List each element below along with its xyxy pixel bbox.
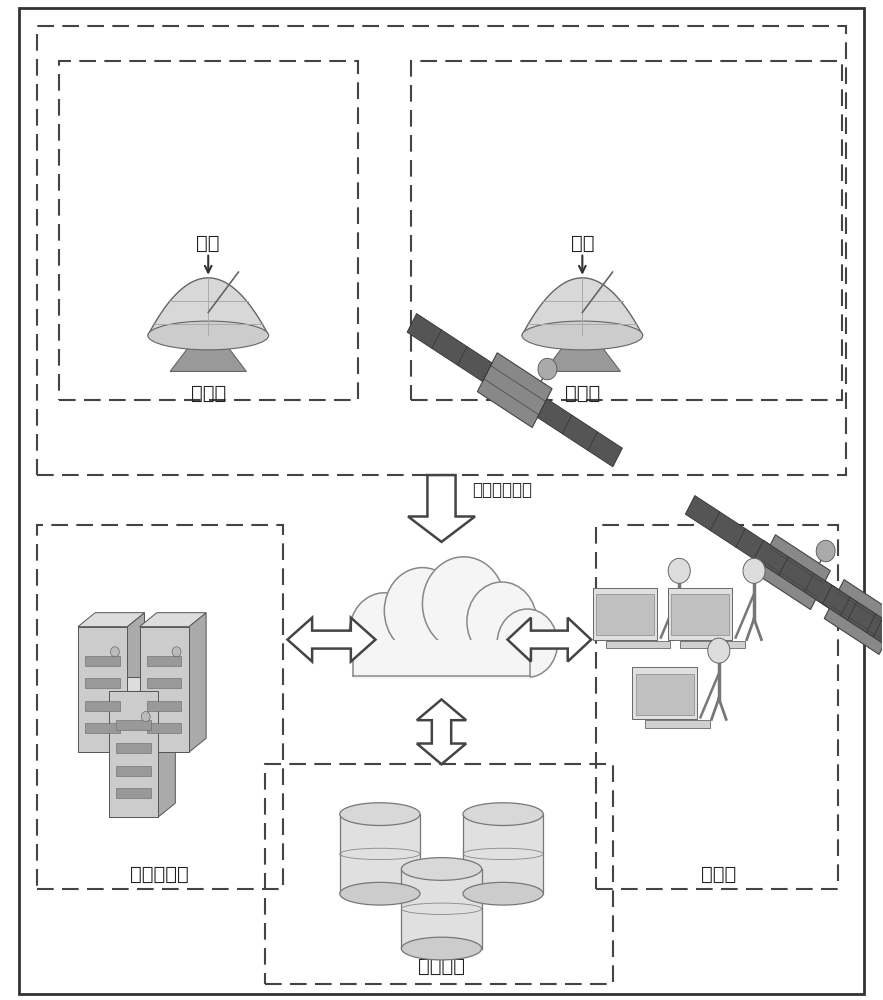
Ellipse shape <box>402 937 481 960</box>
Bar <box>538 399 623 467</box>
Bar <box>117 788 151 798</box>
Circle shape <box>668 558 691 583</box>
Bar <box>86 723 120 733</box>
Bar <box>117 743 151 753</box>
Bar <box>352 640 531 679</box>
Ellipse shape <box>340 882 420 905</box>
Text: 数据中心: 数据中心 <box>418 957 465 976</box>
Bar <box>756 535 830 610</box>
Bar <box>78 627 127 752</box>
Circle shape <box>422 557 505 650</box>
Bar <box>58 61 358 400</box>
Bar <box>407 314 492 382</box>
Bar <box>117 720 151 730</box>
Circle shape <box>110 647 119 657</box>
Text: 网络: 网络 <box>430 625 453 644</box>
Polygon shape <box>109 678 176 691</box>
Polygon shape <box>417 699 466 764</box>
Circle shape <box>172 647 181 657</box>
Bar <box>340 814 420 894</box>
Circle shape <box>497 609 557 677</box>
Polygon shape <box>158 678 176 817</box>
Ellipse shape <box>340 803 420 825</box>
Polygon shape <box>140 613 206 627</box>
Bar <box>681 641 745 648</box>
Bar <box>140 627 189 752</box>
Bar <box>147 723 182 733</box>
Circle shape <box>743 558 765 583</box>
Text: 辐射源: 辐射源 <box>565 384 600 403</box>
Bar <box>36 525 283 889</box>
Bar <box>478 353 552 428</box>
Polygon shape <box>408 475 475 542</box>
Bar <box>402 869 481 949</box>
Bar <box>754 540 839 608</box>
Bar <box>671 594 729 635</box>
Ellipse shape <box>522 321 643 350</box>
Bar <box>645 720 710 728</box>
Polygon shape <box>170 346 246 371</box>
Bar <box>632 667 697 719</box>
Text: 应用服务器: 应用服务器 <box>131 864 189 883</box>
Bar <box>816 581 883 649</box>
Bar <box>86 701 120 711</box>
Bar <box>463 814 543 894</box>
Polygon shape <box>127 613 145 752</box>
Text: 单星: 单星 <box>197 234 220 253</box>
Bar <box>596 594 654 635</box>
Polygon shape <box>189 613 206 752</box>
Text: 多星: 多星 <box>570 234 594 253</box>
Text: 辐射源: 辐射源 <box>191 384 226 403</box>
Bar <box>636 674 694 715</box>
Circle shape <box>467 582 537 661</box>
Bar <box>352 632 531 676</box>
Bar <box>824 580 883 654</box>
Bar <box>823 585 883 653</box>
Bar <box>117 766 151 776</box>
Circle shape <box>350 593 419 672</box>
Bar <box>592 588 657 640</box>
Bar <box>606 641 670 648</box>
Circle shape <box>816 540 835 562</box>
Bar <box>668 588 732 640</box>
Text: 客户端: 客户端 <box>701 864 736 883</box>
Bar <box>411 61 842 400</box>
Bar <box>147 678 182 688</box>
Bar <box>266 764 613 984</box>
Polygon shape <box>522 278 643 335</box>
Bar <box>109 691 158 817</box>
Ellipse shape <box>463 803 543 825</box>
Ellipse shape <box>147 321 268 350</box>
Polygon shape <box>78 613 145 627</box>
Bar <box>147 656 182 666</box>
Polygon shape <box>508 618 591 662</box>
Ellipse shape <box>463 882 543 905</box>
Bar <box>86 656 120 666</box>
Ellipse shape <box>402 858 481 880</box>
Polygon shape <box>147 278 268 335</box>
Circle shape <box>538 358 557 380</box>
Bar <box>595 525 838 889</box>
Polygon shape <box>544 346 621 371</box>
Text: 电子侦察数据: 电子侦察数据 <box>472 481 532 499</box>
Circle shape <box>384 568 461 654</box>
Polygon shape <box>288 618 375 662</box>
Circle shape <box>708 638 730 663</box>
Circle shape <box>141 712 150 722</box>
Bar <box>36 26 847 475</box>
Bar <box>685 496 770 564</box>
Bar <box>147 701 182 711</box>
Bar <box>86 678 120 688</box>
